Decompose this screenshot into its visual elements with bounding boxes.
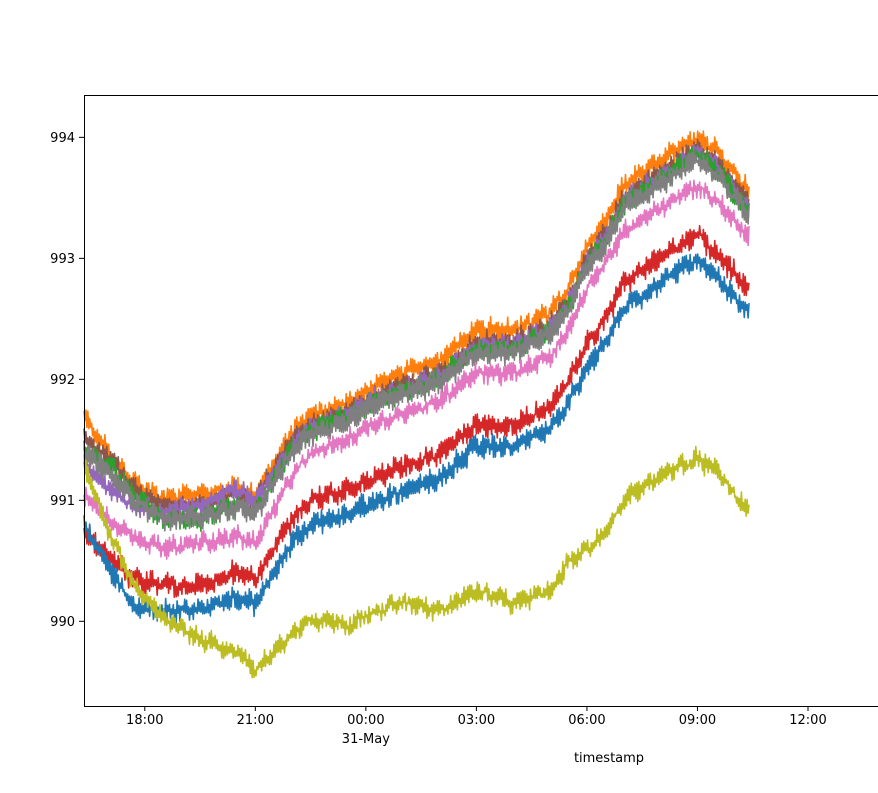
series-line-7 [83, 224, 750, 598]
series-line-1 [83, 130, 750, 510]
x-tick-label: 21:00 [237, 713, 274, 728]
x-tick-sublabel: 31-May [342, 732, 390, 747]
x-tick-label: 18:00 [126, 713, 163, 728]
y-tick-label: 990 [50, 615, 75, 630]
y-tick-label: 993 [50, 252, 75, 267]
x-axis-label: timestamp [574, 751, 644, 766]
x-tick-label: 12:00 [789, 713, 826, 728]
x-tick-label: 00:00 [347, 713, 384, 728]
y-tick-label: 991 [50, 494, 75, 509]
series-layer [83, 130, 750, 679]
series-line-8 [83, 253, 750, 625]
series-line-4 [83, 146, 750, 532]
x-axis-ticks: 18:00 21:00 00:00 31-May 03:00 06:00 09:00 12:0… [126, 706, 827, 747]
series-line-5 [83, 150, 750, 532]
series-line-6 [83, 179, 750, 560]
series-line-9 [83, 445, 750, 679]
y-tick-label: 994 [50, 131, 75, 146]
y-tick-label: 992 [50, 373, 75, 388]
x-tick-label: 06:00 [568, 713, 605, 728]
x-tick-label: 09:00 [679, 713, 716, 728]
y-axis-ticks: 990 991 992 993 994 [50, 131, 84, 630]
x-tick-label: 03:00 [458, 713, 495, 728]
